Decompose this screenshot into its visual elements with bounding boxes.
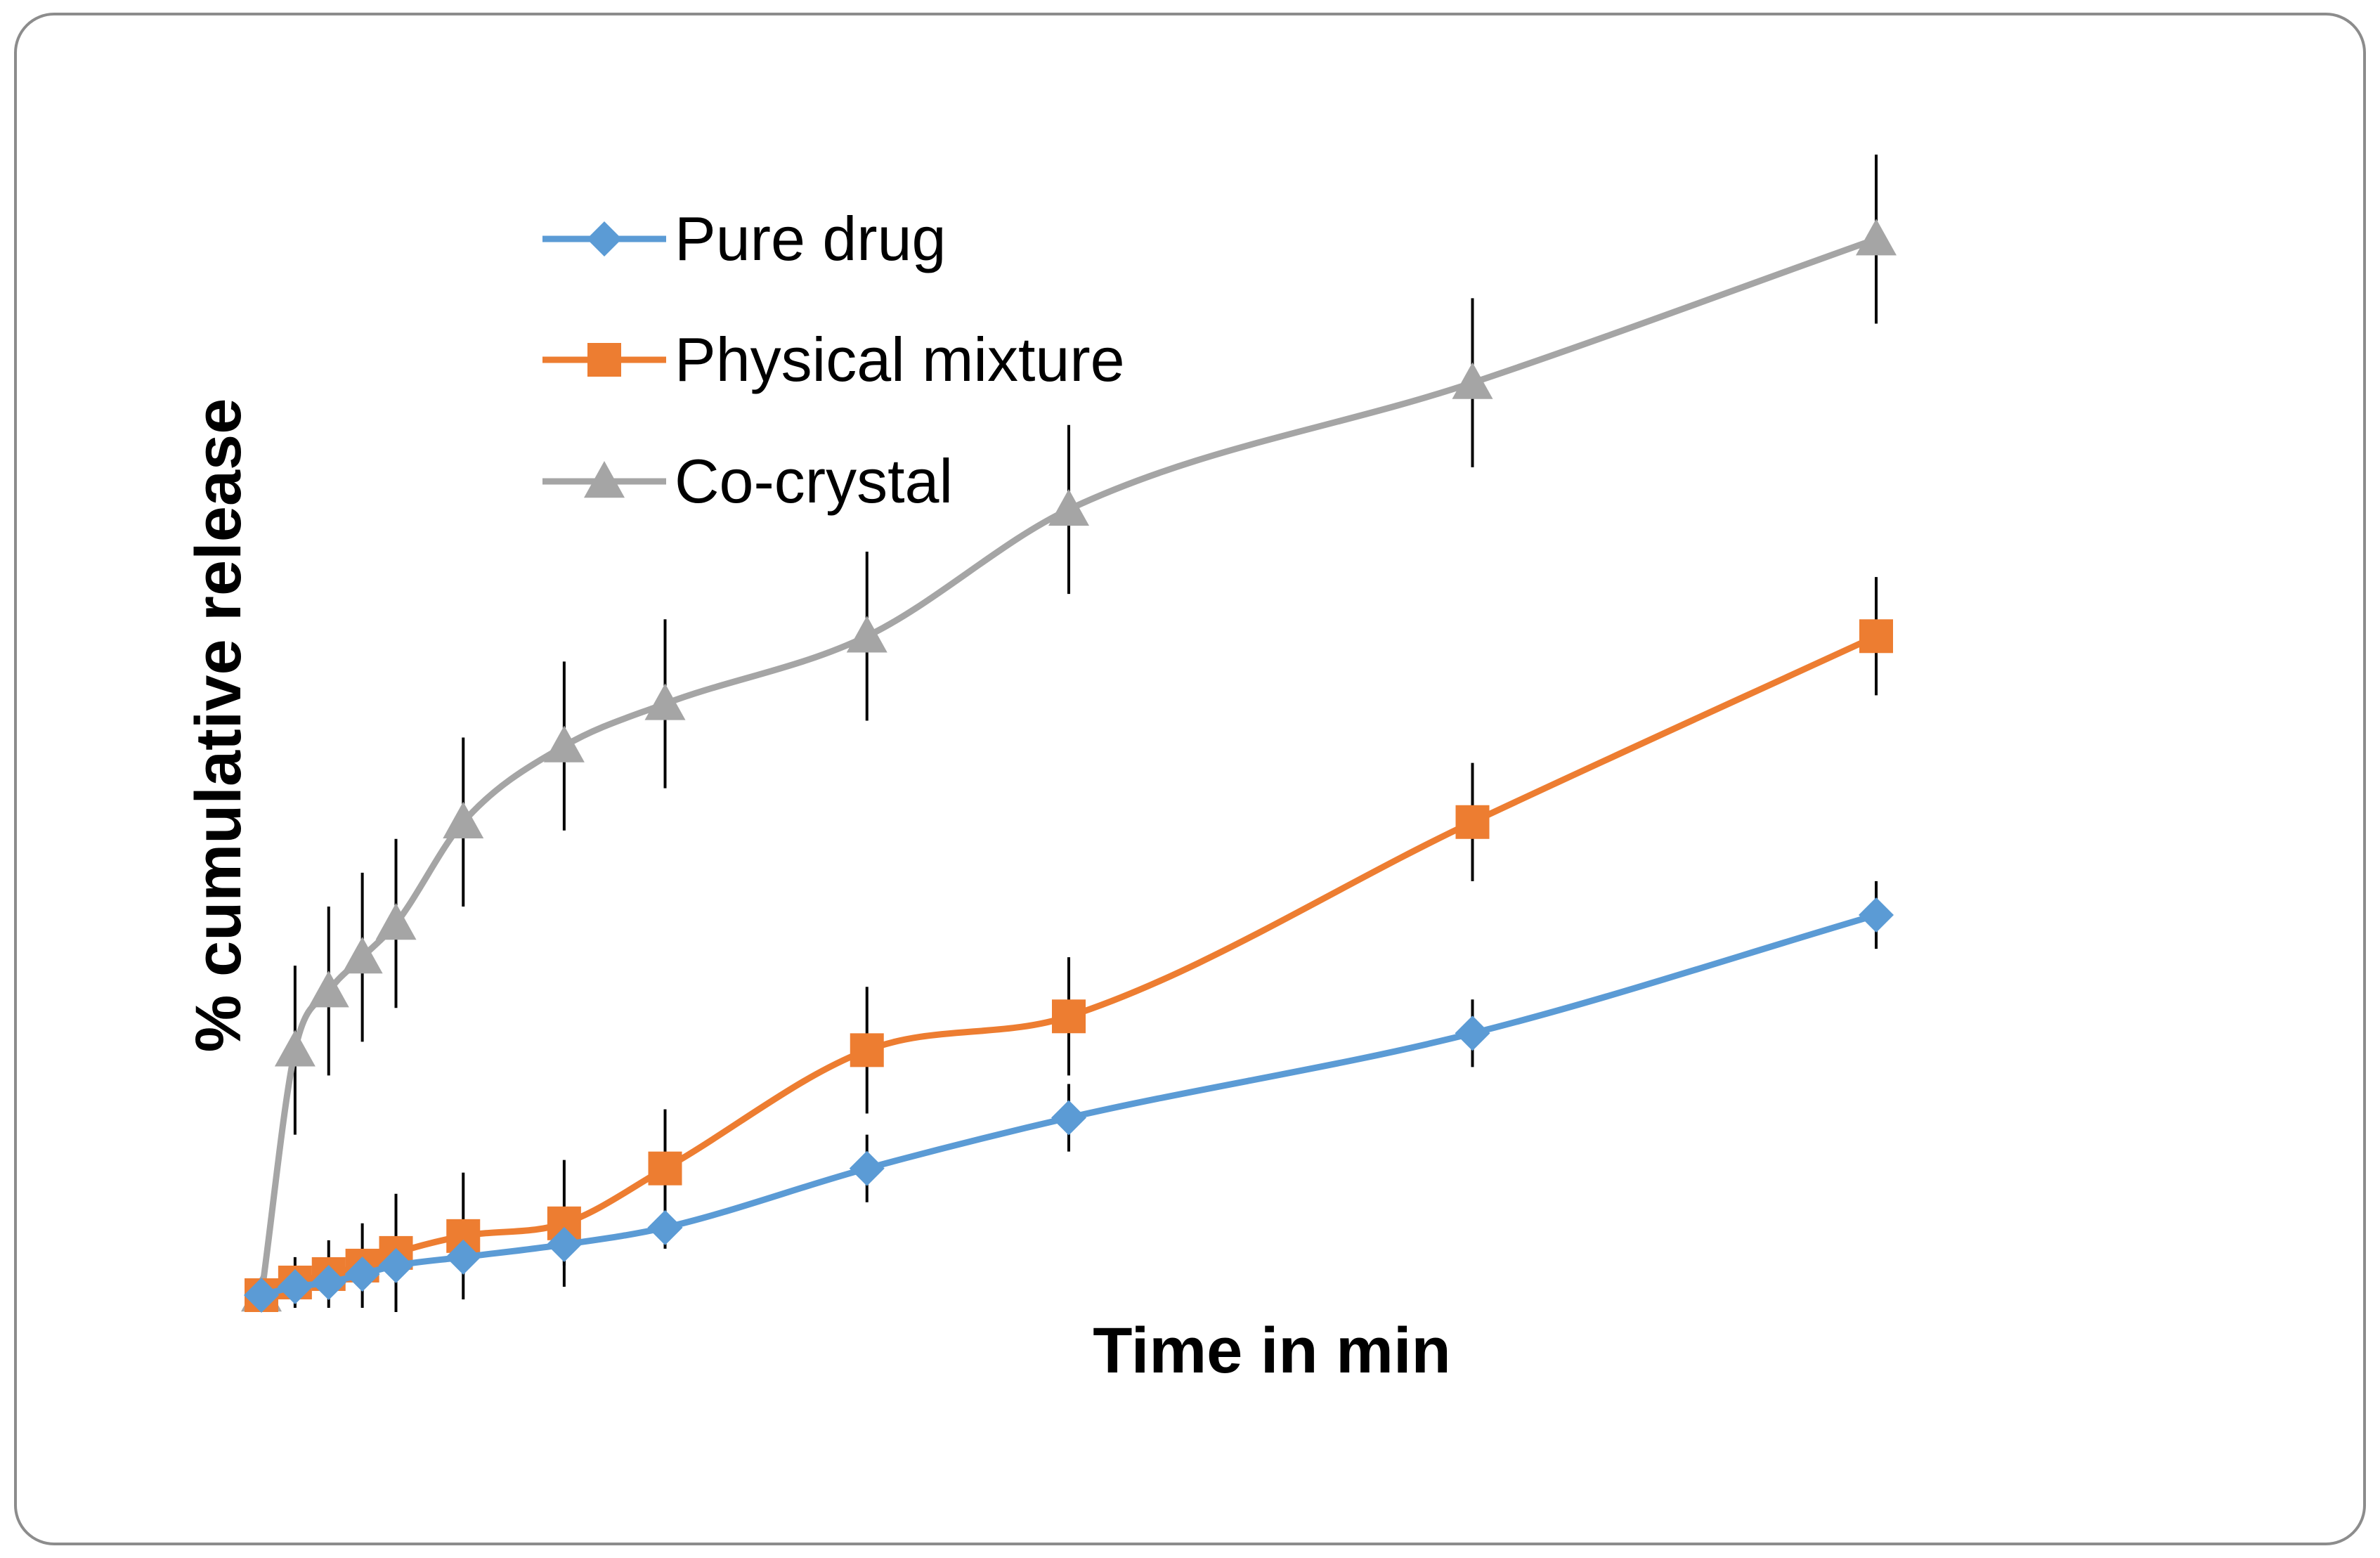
data-point-co-crystal [1856,219,1897,256]
data-point-co-crystal [846,616,887,653]
legend-label-pure-drug: Pure drug [675,204,946,273]
legend-marker-pure-drug [587,221,622,257]
legend: Pure drug Physical mixture Co-crystal [542,204,1125,516]
data-point-pure-drug [849,1150,885,1186]
x-axis-title: Time in min [1093,1315,1451,1387]
data-point-pure-drug [378,1247,414,1283]
data-point-pure-drug [647,1209,683,1245]
data-point-co-crystal [644,683,686,720]
legend-item-pure-drug: Pure drug [542,204,946,273]
legend-item-physical-mixture: Physical mixture [542,325,1125,394]
data-point-pure-drug [277,1268,313,1304]
legend-item-co-crystal: Co-crystal [542,446,953,516]
data-point-co-crystal [1048,488,1089,526]
y-axis-title: % cumulative release [183,398,254,1053]
legend-marker-physical-mixture [587,343,621,377]
data-point-physical-mixture [850,1033,884,1067]
legend-label-co-crystal: Co-crystal [675,446,953,516]
data-point-physical-mixture [1859,619,1893,654]
data-point-physical-mixture [1052,999,1086,1034]
data-point-pure-drug [446,1239,481,1275]
data-point-pure-drug [1051,1100,1086,1136]
data-point-co-crystal [342,937,383,974]
data-point-co-crystal [443,801,484,838]
data-point-co-crystal [543,725,585,762]
data-point-pure-drug [311,1264,346,1300]
legend-marker-co-crystal [584,461,625,498]
data-point-pure-drug [244,1278,279,1313]
data-point-co-crystal [274,1030,316,1067]
chart-frame [14,13,2366,1545]
data-point-co-crystal [375,903,417,940]
legend-label-physical-mixture: Physical mixture [675,325,1125,394]
data-point-physical-mixture [1455,805,1490,839]
data-point-pure-drug [1859,897,1894,933]
data-point-pure-drug [1455,1015,1490,1051]
plot-area [241,155,1897,1313]
data-point-pure-drug [344,1256,380,1292]
data-point-co-crystal [308,970,349,1008]
data-point-pure-drug [546,1226,582,1262]
data-point-physical-mixture [648,1151,682,1186]
data-point-co-crystal [1452,362,1493,399]
